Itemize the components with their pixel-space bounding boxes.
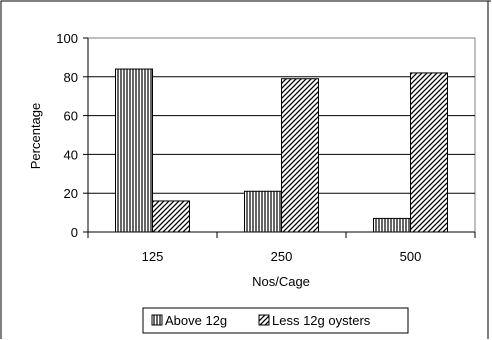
x-tick-label: 500 xyxy=(400,249,422,264)
bar-less-12g-oysters-250 xyxy=(281,78,319,233)
y-tick-label: 100 xyxy=(56,31,78,46)
x-tick-label: 250 xyxy=(271,249,293,264)
bars xyxy=(115,68,448,233)
y-tick-label: 80 xyxy=(64,70,78,85)
legend-swatch-less-12g-oysters xyxy=(258,314,270,326)
bar-above-12g-500 xyxy=(373,217,411,233)
y-axis-ticks: 0 20 40 60 80 100 xyxy=(56,31,88,240)
legend-swatch-above-12g xyxy=(151,314,163,326)
legend-box xyxy=(142,307,409,334)
bar-less-12g-oysters-125 xyxy=(152,200,190,233)
legend-label-less-12g-oysters: Less 12g oysters xyxy=(272,313,371,328)
bar-less-12g-oysters-500 xyxy=(410,72,448,233)
x-axis-ticks: 125 250 500 xyxy=(87,232,476,264)
x-tick-label: 125 xyxy=(142,249,164,264)
legend: Above 12g Less 12g oysters xyxy=(142,307,409,334)
y-tick-label: 40 xyxy=(64,147,78,162)
bar-above-12g-125 xyxy=(115,68,153,233)
legend-label-above-12g: Above 12g xyxy=(165,313,227,328)
y-tick-label: 0 xyxy=(71,225,78,240)
y-tick-label: 60 xyxy=(64,109,78,124)
y-axis-label: Percentage xyxy=(28,103,43,170)
y-tick-label: 20 xyxy=(64,186,78,201)
bar-above-12g-250 xyxy=(244,190,282,233)
x-axis-label: Nos/Cage xyxy=(252,274,310,289)
